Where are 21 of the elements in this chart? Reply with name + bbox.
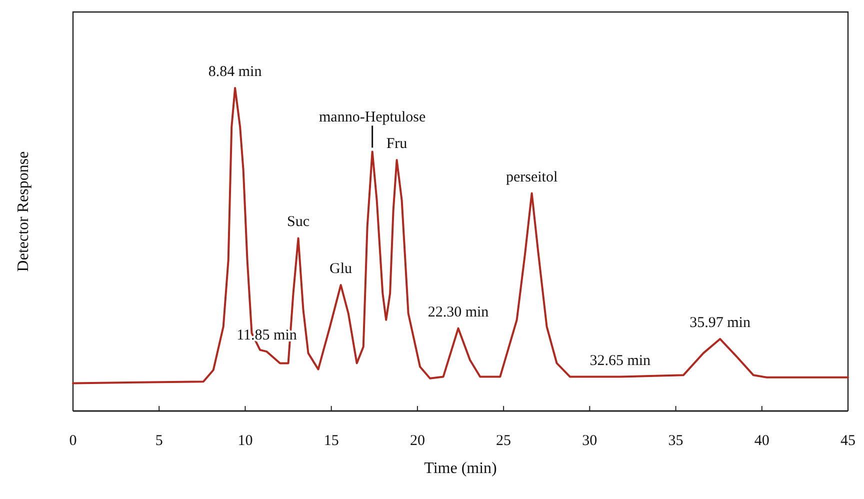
- y-axis-title: Detector Response: [15, 151, 32, 272]
- x-axis-title: Time (min): [424, 460, 497, 477]
- x-tick-label: 20: [410, 433, 425, 449]
- x-tick-label: 10: [238, 433, 253, 449]
- annotation: 22.30 min: [428, 304, 490, 320]
- x-tick-label: 45: [840, 433, 856, 449]
- annotation: Fru: [386, 136, 408, 152]
- x-tick-label: 40: [754, 433, 770, 449]
- x-tick-label: 25: [496, 433, 512, 449]
- annotation: manno-Heptulose: [319, 110, 426, 126]
- x-tick-label: 15: [324, 433, 339, 449]
- annotation: Glu: [330, 261, 353, 278]
- annotation: 8.84 min: [208, 64, 262, 80]
- x-tick-label: 0: [69, 433, 77, 449]
- annotation: 35.97 min: [690, 314, 751, 331]
- annotation: Suc: [287, 214, 310, 230]
- annotation: 32.65 min: [590, 352, 652, 369]
- annotation: perseitol: [506, 169, 558, 186]
- x-tick-label: 35: [668, 433, 684, 449]
- x-tick-label: 5: [155, 433, 163, 449]
- x-tick-label: 30: [582, 433, 598, 449]
